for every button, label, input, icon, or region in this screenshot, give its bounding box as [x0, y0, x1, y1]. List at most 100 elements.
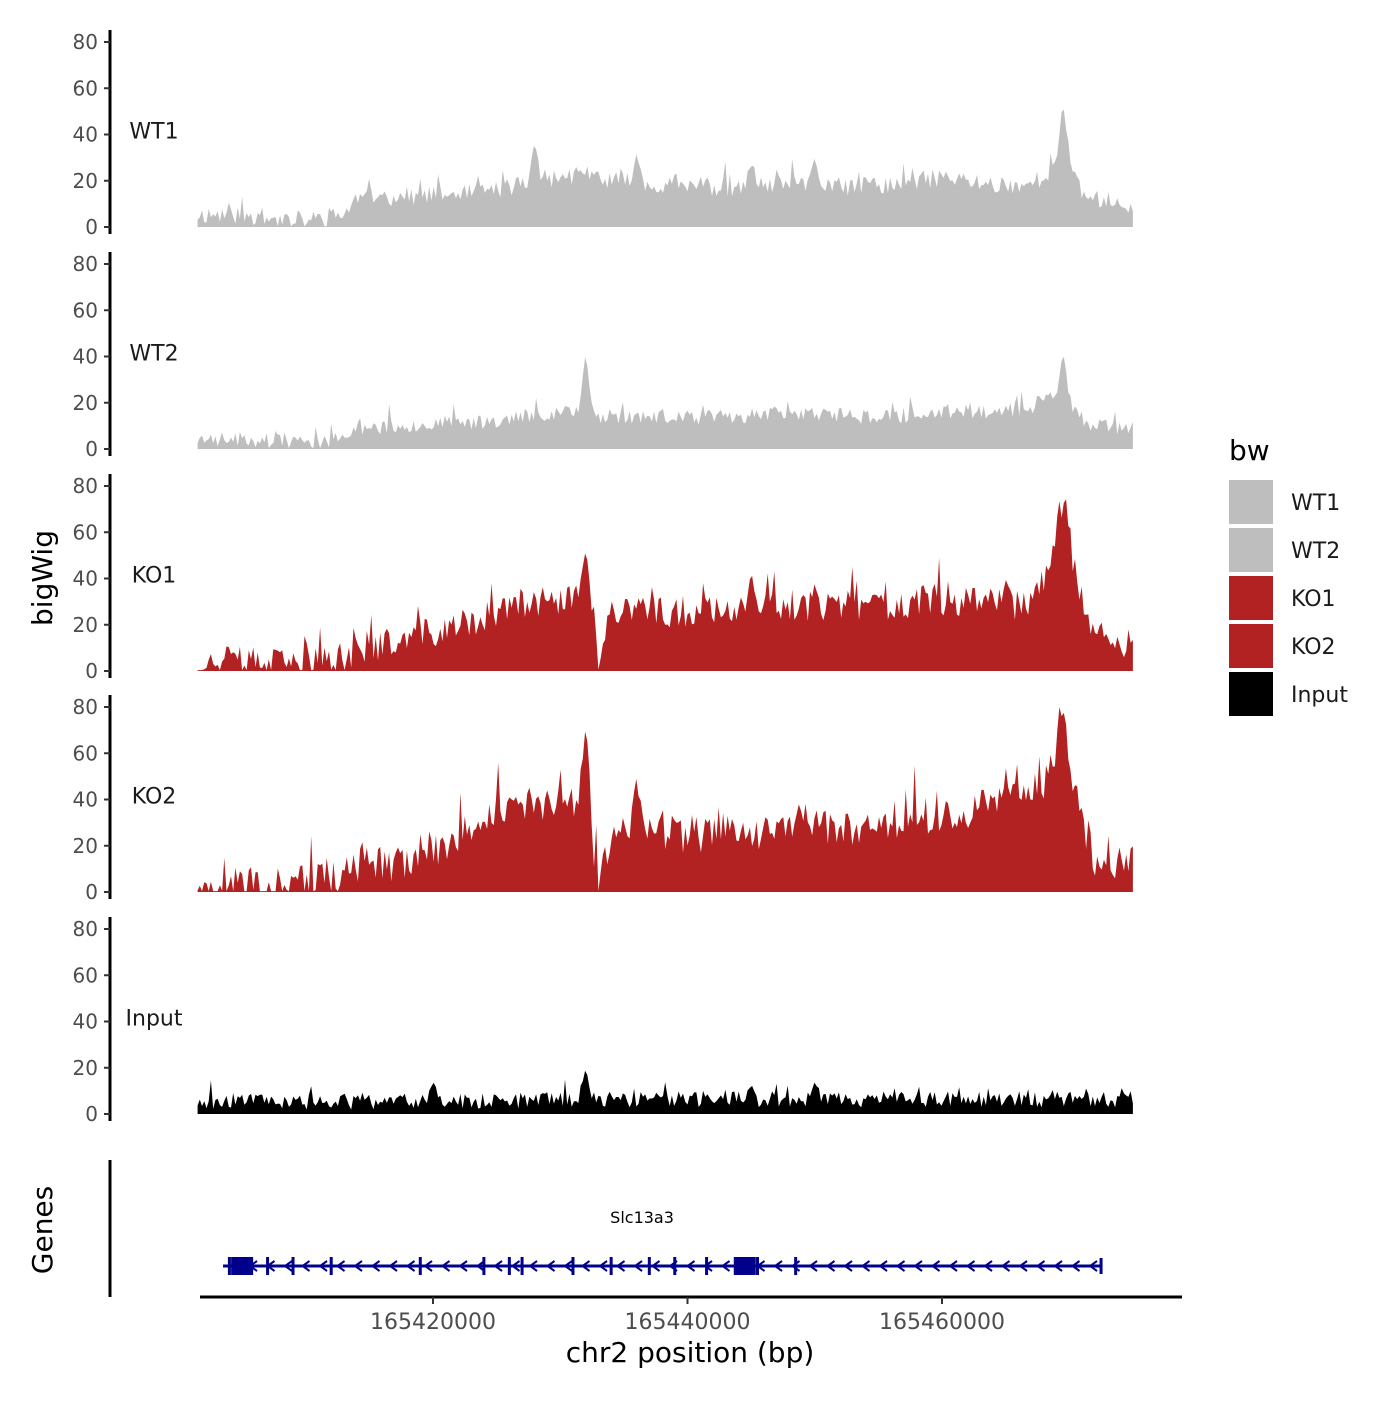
- strand-arrow: [318, 1260, 328, 1272]
- x-axis: 165420000 165440000 165460000: [200, 1295, 1182, 1335]
- strand-arrow: [1070, 1260, 1081, 1272]
- gene-utr-exon: [733, 1257, 756, 1275]
- gene-exon: [482, 1257, 486, 1275]
- y-tick-label: 0: [85, 215, 98, 239]
- strand-arrow: [790, 1260, 801, 1272]
- track-label-wt2: WT2: [129, 342, 178, 367]
- y-tick-label: 80: [73, 474, 98, 498]
- genes-axis-title: Genes: [26, 1186, 59, 1274]
- track-label-input: Input: [126, 1007, 183, 1032]
- track-label-wt1: WT1: [129, 120, 178, 145]
- tracks-group: 0 20 40 60 80 WT1 0 20 40 60 80 WT2 0 20 40 60 80 KO1 0 20 4…: [73, 30, 1133, 1126]
- x-tick-label: 165420000: [370, 1310, 496, 1335]
- x-tick-label: 165460000: [879, 1310, 1005, 1335]
- track-wt1: 0 20 40 60 80 WT1: [73, 30, 1133, 239]
- strand-arrow: [1053, 1260, 1063, 1272]
- strand-arrow: [860, 1260, 871, 1272]
- strand-arrow: [388, 1260, 398, 1272]
- strand-arrow: [703, 1260, 713, 1272]
- gene-exon: [673, 1257, 677, 1275]
- strand-arrow: [510, 1260, 521, 1272]
- gene-exon: [507, 1257, 511, 1275]
- signal-area-ko2: [197, 707, 1133, 892]
- gene-exon: [418, 1257, 422, 1275]
- strand-arrow: [598, 1260, 608, 1272]
- signal-area-wt1: [197, 109, 1133, 227]
- strand-arrow: [948, 1260, 958, 1272]
- strand-arrow: [1035, 1260, 1046, 1272]
- legend-swatch-input: [1229, 672, 1273, 716]
- signal-area-wt2: [197, 356, 1133, 449]
- gene-exon: [227, 1257, 231, 1275]
- strand-arrow: [685, 1260, 696, 1272]
- strand-arrow: [283, 1260, 293, 1272]
- gene-exon: [520, 1257, 524, 1275]
- strand-arrow: [773, 1260, 783, 1272]
- legend-label-ko2: KO2: [1291, 635, 1336, 660]
- y-tick-label: 20: [73, 1056, 98, 1080]
- strand-arrow: [895, 1260, 906, 1272]
- legend-label-wt2: WT2: [1291, 539, 1340, 564]
- legend-swatch-ko2: [1229, 624, 1273, 668]
- strand-arrow: [913, 1260, 923, 1272]
- strand-arrow: [615, 1260, 626, 1272]
- legend-label-ko1: KO1: [1291, 587, 1336, 612]
- legend-swatch-ko1: [1229, 576, 1273, 620]
- gene-utr-exon: [231, 1257, 254, 1275]
- legend-swatch-wt2: [1229, 528, 1273, 572]
- strand-arrow: [528, 1260, 538, 1272]
- gene-exon: [647, 1257, 651, 1275]
- track-ko1: 0 20 40 60 80 KO1: [73, 474, 1133, 683]
- y-tick-label: 60: [73, 741, 98, 765]
- y-axis-title: bigWig: [26, 530, 59, 626]
- strand-arrow: [353, 1260, 363, 1272]
- y-tick-label: 20: [73, 391, 98, 415]
- y-tick-label: 80: [73, 695, 98, 719]
- strand-arrow: [423, 1260, 433, 1272]
- strand-arrow: [983, 1260, 993, 1272]
- y-tick-label: 0: [85, 437, 98, 461]
- gene-exon: [705, 1257, 709, 1275]
- strand-arrow: [300, 1260, 311, 1272]
- gene-exon: [266, 1257, 270, 1275]
- y-tick-label: 20: [73, 169, 98, 193]
- gene-exon: [571, 1257, 575, 1275]
- x-tick-label: 165440000: [625, 1310, 751, 1335]
- y-tick-label: 20: [73, 834, 98, 858]
- legend-label-input: Input: [1291, 683, 1348, 708]
- y-tick-label: 0: [85, 1102, 98, 1126]
- strand-arrow: [878, 1260, 888, 1272]
- y-tick-label: 60: [73, 520, 98, 544]
- gene-exon: [794, 1257, 798, 1275]
- y-tick-label: 40: [73, 788, 98, 812]
- gene-track: Slc13a3: [108, 1160, 1103, 1297]
- strand-arrow: [808, 1260, 818, 1272]
- strand-arrow: [965, 1260, 976, 1272]
- signal-area-input: [197, 1070, 1133, 1114]
- track-input: 0 20 40 60 80 Input: [73, 917, 1133, 1126]
- track-wt2: 0 20 40 60 80 WT2: [73, 252, 1133, 461]
- y-tick-label: 60: [73, 76, 98, 100]
- y-tick-label: 40: [73, 123, 98, 147]
- strand-arrow: [1000, 1260, 1011, 1272]
- strand-arrow: [930, 1260, 941, 1272]
- strand-arrow: [720, 1260, 731, 1272]
- track-ko2: 0 20 40 60 80 KO2: [73, 695, 1133, 904]
- legend-entries: WT1 WT2 KO1 KO2 Input: [1229, 480, 1348, 716]
- strand-arrow: [440, 1260, 451, 1272]
- strand-arrow: [475, 1260, 486, 1272]
- track-label-ko1: KO1: [132, 564, 177, 589]
- strand-arrow: [650, 1260, 661, 1272]
- legend-swatch-wt1: [1229, 480, 1273, 524]
- legend-label-wt1: WT1: [1291, 491, 1340, 516]
- strand-arrow: [633, 1260, 643, 1272]
- y-tick-label: 80: [73, 30, 98, 54]
- signal-area-ko1: [197, 499, 1133, 671]
- legend: bw WT1 WT2 KO1 KO2 Input: [1229, 434, 1348, 716]
- strand-arrow: [545, 1260, 556, 1272]
- strand-arrow: [458, 1260, 468, 1272]
- strand-arrow: [1018, 1260, 1028, 1272]
- y-tick-label: 0: [85, 880, 98, 904]
